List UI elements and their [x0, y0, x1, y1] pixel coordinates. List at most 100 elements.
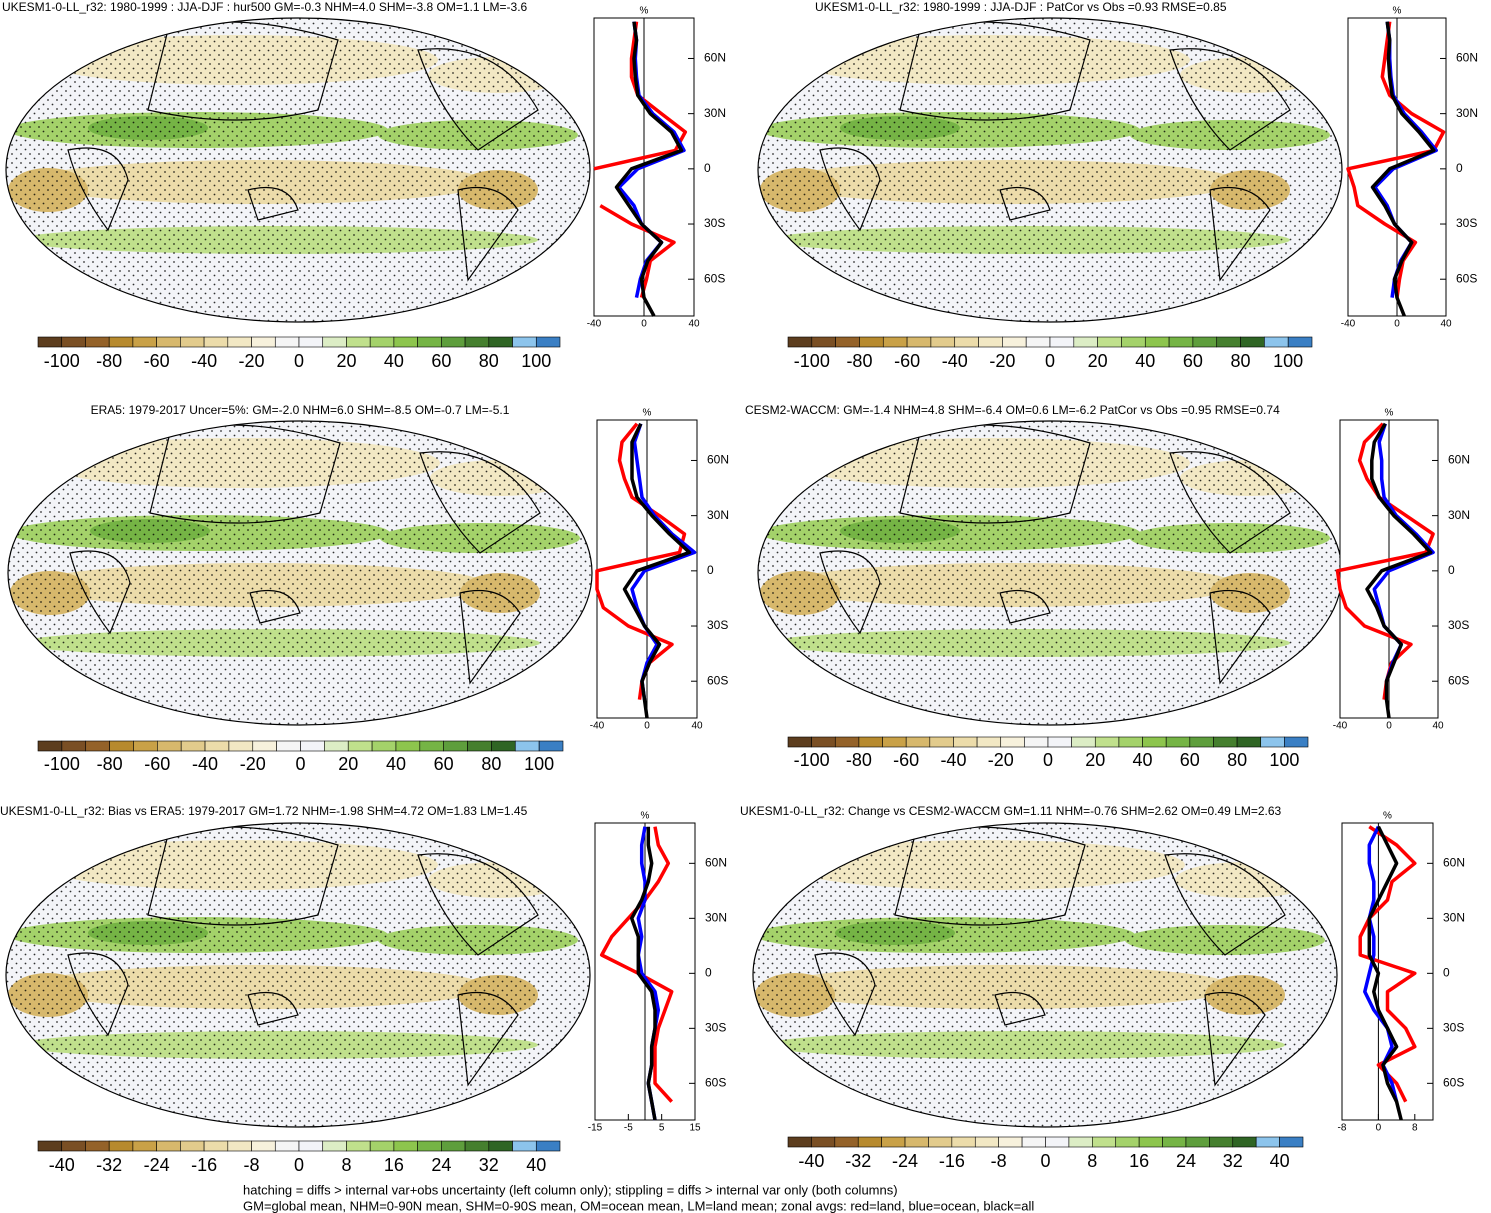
colorbar-label: 40	[1135, 351, 1155, 371]
colorbar-box	[132, 1140, 157, 1152]
zonal-mean-line	[1346, 21, 1446, 298]
y-tick-label: 30S	[705, 1021, 726, 1035]
y-tick-label: 30N	[1448, 508, 1470, 522]
colorbar-box	[464, 336, 490, 348]
colorbar-box	[834, 1136, 859, 1148]
colorbar-box	[1002, 336, 1027, 348]
colorbar-box	[180, 740, 206, 752]
x-tick-label: 40	[691, 721, 703, 732]
y-tick-label: 0	[707, 563, 714, 577]
colorbar-box	[1216, 336, 1241, 348]
colorbar-box	[298, 1140, 324, 1152]
x-tick-label: 40	[1440, 319, 1452, 330]
colorbar-label: 40	[1133, 750, 1153, 770]
colorbar-box	[1025, 336, 1051, 348]
colorbar-label: -40	[49, 1155, 75, 1175]
colorbar-box	[393, 1140, 418, 1152]
colorbar-label: -80	[846, 351, 872, 371]
x-tick-label: 15	[689, 1123, 701, 1134]
x-tick-label: -15	[588, 1123, 603, 1134]
colorbar-box	[274, 1140, 300, 1152]
colorbar-label: 16	[1129, 1151, 1149, 1171]
colorbar-box	[133, 740, 158, 752]
colorbar-box	[322, 336, 347, 348]
unit-label: %	[1385, 408, 1394, 419]
colorbar-box	[535, 1140, 561, 1152]
colorbar-box	[1260, 736, 1285, 748]
y-tick-label: 30N	[705, 911, 727, 925]
colorbar-box	[276, 740, 301, 752]
colorbar-box	[347, 740, 373, 752]
colorbar-label: 80	[481, 754, 501, 774]
colorbar-box	[928, 1136, 953, 1148]
colorbar-box	[1138, 1136, 1163, 1148]
colorbar-label: 100	[1269, 750, 1299, 770]
colorbar-box	[974, 1136, 999, 1148]
colorbar-label: -40	[191, 351, 217, 371]
zonal-mean-line	[1365, 422, 1433, 719]
colorbar-box	[811, 336, 836, 348]
x-tick-label: 0	[1394, 319, 1400, 330]
colorbar-box	[395, 740, 421, 752]
colorbar-label: 20	[1085, 750, 1105, 770]
colorbar-label: 0	[294, 351, 304, 371]
colorbar-box	[491, 740, 516, 752]
colorbar-label: 20	[336, 351, 356, 371]
colorbar-label: 0	[1040, 1151, 1050, 1171]
x-tick-label: 0	[644, 721, 650, 732]
panel-title: UKESM1-0-LL_r32: 1980-1999 : JJA-DJF : P…	[815, 0, 1227, 14]
colorbar-box	[61, 740, 87, 752]
colorbar-label: 0	[295, 754, 305, 774]
zonal-mean-line	[614, 21, 684, 317]
colorbar-box	[203, 336, 229, 348]
y-tick-label: 0	[1456, 161, 1463, 175]
y-tick-label: 30S	[1456, 216, 1477, 230]
panel-title: UKESM1-0-LL_r32: Bias vs ERA5: 1979-2017…	[0, 804, 528, 818]
zonal-mean-line	[630, 423, 697, 700]
colorbar-box	[251, 1140, 276, 1152]
colorbar-box	[417, 336, 442, 348]
colorbar-label: -40	[942, 351, 968, 371]
colorbar-box	[1255, 1136, 1280, 1148]
colorbar-label: -20	[988, 750, 1014, 770]
y-tick-label: 60N	[1456, 51, 1478, 65]
colorbar-box	[1279, 1136, 1304, 1148]
colorbar-box	[1168, 336, 1194, 348]
zonal-mean-line	[599, 826, 674, 1103]
y-tick-label: 60S	[705, 1076, 726, 1090]
colorbar-box	[1045, 1136, 1070, 1148]
colorbar-box	[1073, 336, 1098, 348]
colorbar-box	[61, 1140, 86, 1152]
colorbar-label: 100	[1273, 351, 1303, 371]
colorbar-box	[512, 1140, 537, 1152]
colorbar-box	[1232, 1136, 1257, 1148]
colorbar-box	[811, 736, 836, 748]
colorbar-label: -40	[940, 750, 966, 770]
colorbar-label: 80	[1231, 351, 1251, 371]
colorbar-box	[467, 740, 492, 752]
colorbar-label: 60	[431, 351, 451, 371]
colorbar-box	[882, 736, 907, 748]
unit-label: %	[641, 811, 650, 822]
y-tick-label: 0	[705, 966, 712, 980]
colorbar-box	[227, 1140, 252, 1152]
colorbar-box	[954, 336, 979, 348]
colorbar-box	[538, 740, 564, 752]
colorbar-box	[1000, 736, 1025, 748]
y-tick-label: 60N	[704, 51, 726, 65]
colorbar-box	[251, 336, 276, 348]
colorbar-label: -20	[989, 351, 1015, 371]
colorbar-label: 40	[1270, 1151, 1290, 1171]
colorbar-label: -8	[244, 1155, 260, 1175]
colorbar-box	[1236, 736, 1262, 748]
colorbar-box	[905, 736, 931, 748]
colorbar-box	[180, 1140, 205, 1152]
colorbar-label: 40	[526, 1155, 546, 1175]
unit-label: %	[640, 6, 649, 17]
colorbar-label: 0	[294, 1155, 304, 1175]
colorbar-box	[811, 1136, 836, 1148]
y-tick-label: 30N	[707, 508, 729, 522]
colorbar-box	[1121, 336, 1146, 348]
